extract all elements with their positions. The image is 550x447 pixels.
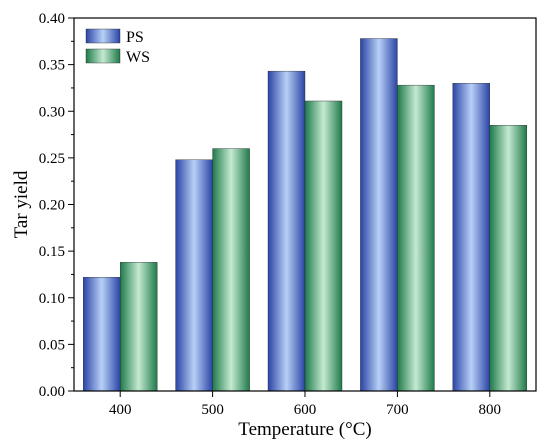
y-tick-label: 0.25 — [39, 151, 65, 167]
x-tick-label: 800 — [479, 402, 502, 418]
y-axis: 0.00 0.05 0.10 0.15 0.20 0.25 0.30 0.35 0.40 — [39, 11, 74, 400]
y-axis-title: Tar yield — [11, 170, 32, 238]
y-tick-label: 0.05 — [39, 337, 65, 353]
y-tick-label: 0.00 — [39, 384, 65, 400]
legend-swatch-ps — [85, 28, 121, 44]
y-tick-label: 0.20 — [39, 198, 65, 214]
bar-ps-500 — [175, 159, 213, 392]
bar-ws-800 — [489, 125, 527, 392]
bars-group — [82, 38, 527, 392]
x-tick-label: 600 — [294, 402, 317, 418]
bar-ps-400 — [82, 277, 121, 392]
x-tick-label: 700 — [386, 402, 409, 418]
x-axis: 400 500 600 700 800 — [109, 391, 501, 418]
bar-ws-500 — [212, 148, 250, 392]
bar-ws-700 — [397, 84, 435, 392]
legend-label-ps: PS — [126, 29, 144, 46]
legend: PS WS — [85, 28, 150, 66]
y-tick-label: 0.10 — [39, 291, 65, 307]
y-tick-label: 0.40 — [39, 11, 65, 27]
y-tick-label: 0.35 — [39, 58, 65, 74]
legend-label-ws: WS — [126, 49, 150, 66]
legend-swatch-ws — [85, 48, 121, 64]
x-tick-label: 500 — [201, 402, 224, 418]
x-tick-label: 400 — [109, 402, 132, 418]
bar-ps-600 — [267, 70, 306, 392]
bar-ws-600 — [304, 100, 343, 392]
bar-ws-400 — [119, 262, 158, 392]
x-axis-title: Temperature (°C) — [238, 419, 371, 440]
bar-ps-700 — [360, 38, 398, 392]
bar-ps-800 — [452, 83, 490, 392]
y-tick-label: 0.30 — [39, 104, 65, 120]
y-tick-label: 0.15 — [39, 244, 65, 260]
